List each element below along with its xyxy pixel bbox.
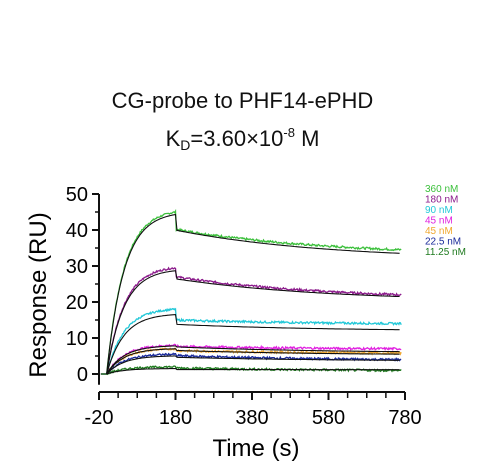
kd-k: K [165,126,181,151]
x-tick-label: -20 [85,407,114,429]
x-tick-label: 180 [159,407,192,429]
fit-curve [106,270,400,375]
y-axis-label: Response (RU) [25,212,52,377]
kd-value: =3.60×10 [190,126,284,151]
fit-curve [106,314,400,375]
fit-curve [106,368,400,375]
legend-entry: 180 nM [425,195,458,206]
fit-curve [106,213,400,375]
y-tick-label: 10 [66,328,88,350]
x-tick-label: 780 [388,407,421,429]
chart-subtitle-kd: KD=3.60×10-8 M [0,125,485,153]
y-tick-label: 40 [66,220,88,242]
axes: 0 10 20 30 40 50 -20 180 380 580 780 [66,184,422,429]
legend-entry: 90 nM [425,205,453,216]
kd-unit: M [294,126,320,151]
y-tick-label: 0 [77,364,88,386]
kd-exponent: -8 [283,125,295,140]
fit-curve [106,345,400,375]
kd-subscript: D [180,137,191,153]
legend-entry: 45 nM [425,216,453,227]
data-curve [100,307,402,375]
chart-title: CG-probe to PHF14-ePHD [111,88,374,113]
y-tick-label: 50 [66,184,88,206]
x-axis-label: Time (s) [212,435,299,462]
legend-entry: 45 nM [425,226,453,237]
data-curve [100,208,402,375]
y-tick-label: 20 [66,292,88,314]
legend-entry: 11.25 nM [425,247,466,258]
fit-curves [106,213,400,375]
data-curve [100,266,402,375]
y-tick-label: 30 [66,256,88,278]
legend-entry: 360 nM [425,184,458,195]
fit-curve [106,355,400,375]
fit-curve [106,348,400,375]
legend-entry: 22.5 nM [425,237,461,248]
data-curve [100,352,402,375]
x-tick-label: 580 [312,407,345,429]
x-tick-label: 380 [235,407,268,429]
